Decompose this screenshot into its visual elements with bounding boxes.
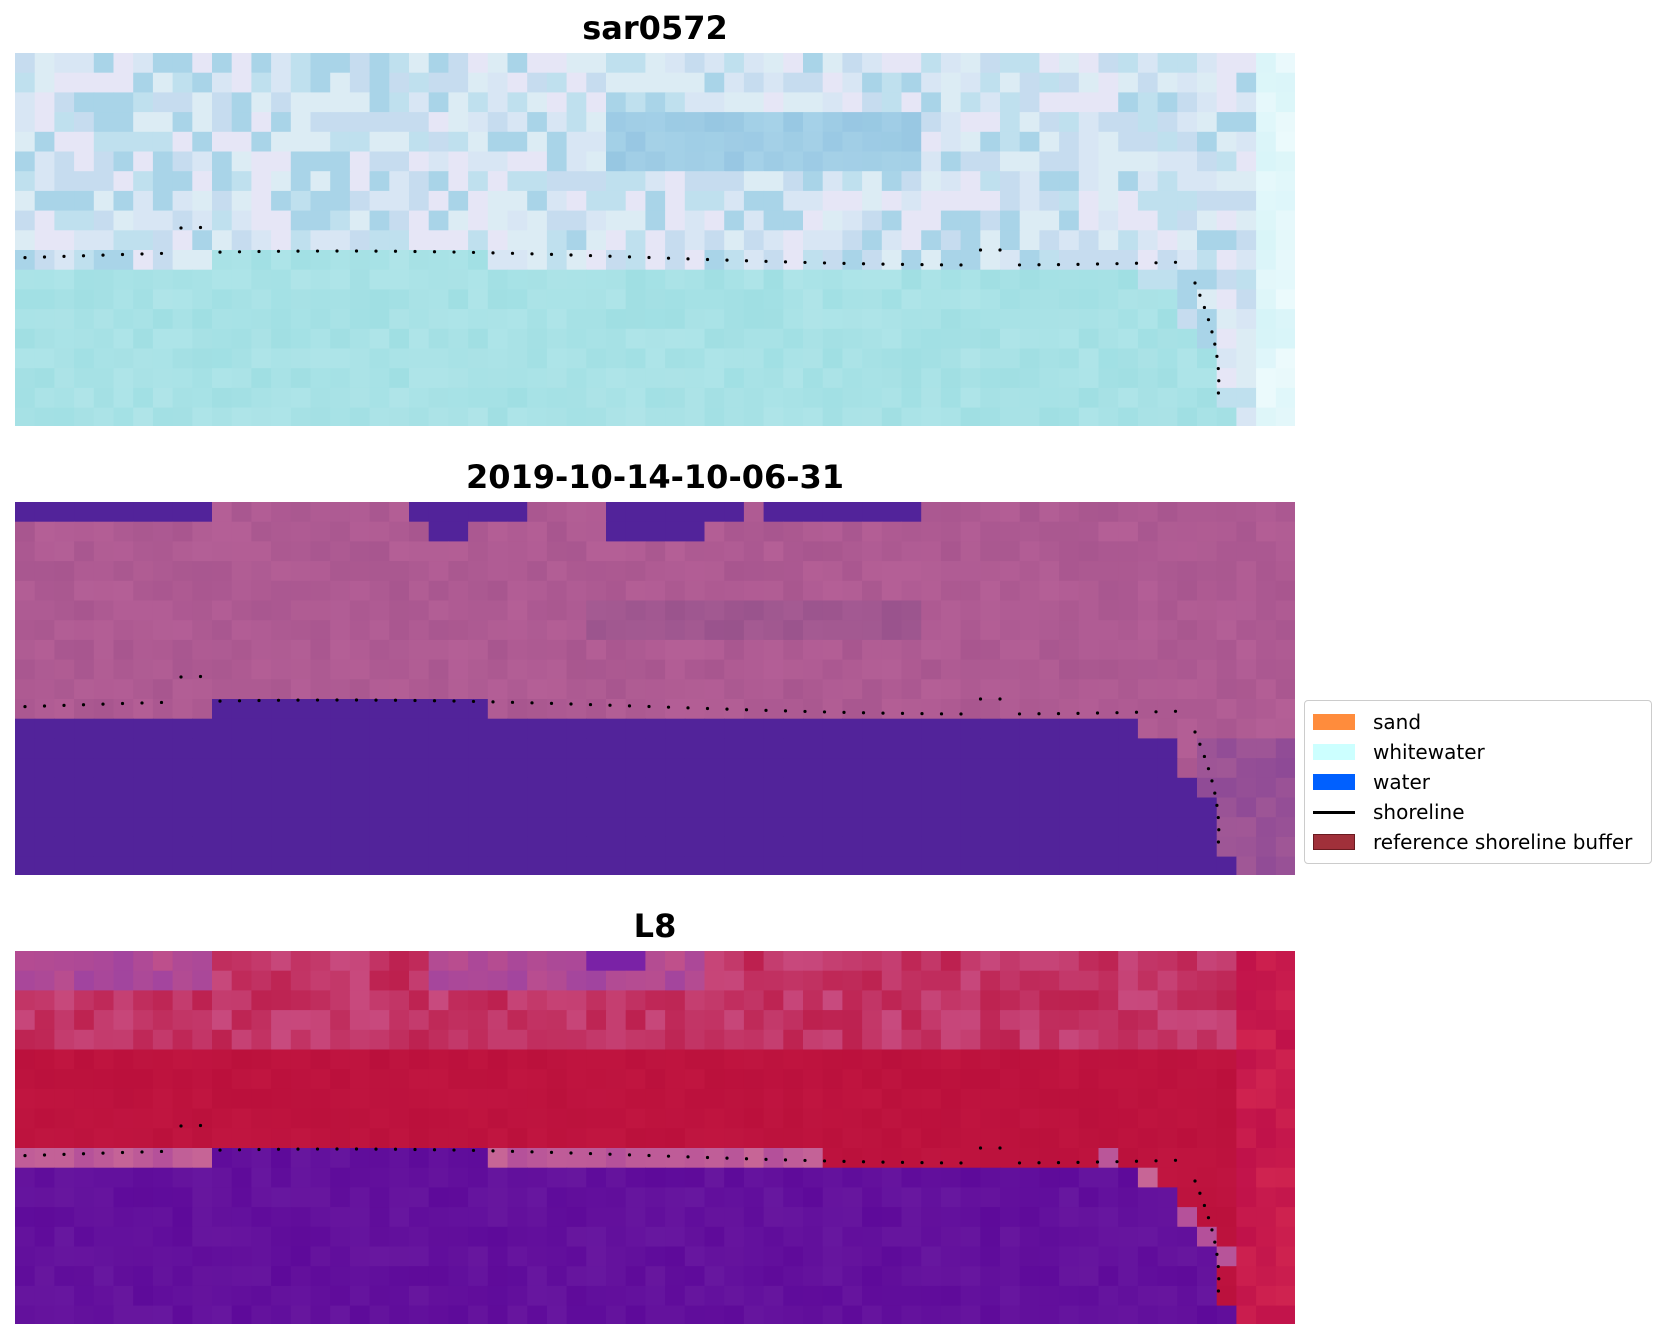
shoreline-points <box>23 225 1221 395</box>
water-swatch <box>1313 774 1355 790</box>
legend-label-water: water <box>1373 770 1430 794</box>
legend-label-sand: sand <box>1373 710 1422 734</box>
panel-title-1: sar0572 <box>582 9 728 47</box>
classified-image <box>15 502 1295 875</box>
panel-title-3: L8 <box>633 907 677 945</box>
sand-swatch <box>1313 714 1355 730</box>
shoreline-line <box>1313 810 1355 814</box>
shoreline-points <box>23 674 1221 844</box>
sar-image <box>15 53 1295 426</box>
l8-image <box>15 951 1295 1324</box>
reference-buffer-swatch <box>1313 834 1355 850</box>
legend-item-whitewater: whitewater <box>1313 737 1643 767</box>
legend-item-sand: sand <box>1313 707 1643 737</box>
legend-label-reference-buffer: reference shoreline buffer <box>1373 830 1633 854</box>
legend: sand whitewater water shoreline referenc… <box>1304 700 1652 864</box>
legend-item-shoreline: shoreline <box>1313 797 1643 827</box>
shoreline-points <box>23 1123 1221 1293</box>
legend-label-whitewater: whitewater <box>1373 740 1485 764</box>
legend-item-reference-buffer: reference shoreline buffer <box>1313 827 1643 857</box>
legend-item-water: water <box>1313 767 1643 797</box>
sar-image-panel <box>15 53 1295 426</box>
legend-label-shoreline: shoreline <box>1373 800 1465 824</box>
classified-image-panel <box>15 502 1295 875</box>
whitewater-swatch <box>1313 744 1355 760</box>
panel-title-2: 2019-10-14-10-06-31 <box>465 458 845 496</box>
l8-image-panel <box>15 951 1295 1324</box>
